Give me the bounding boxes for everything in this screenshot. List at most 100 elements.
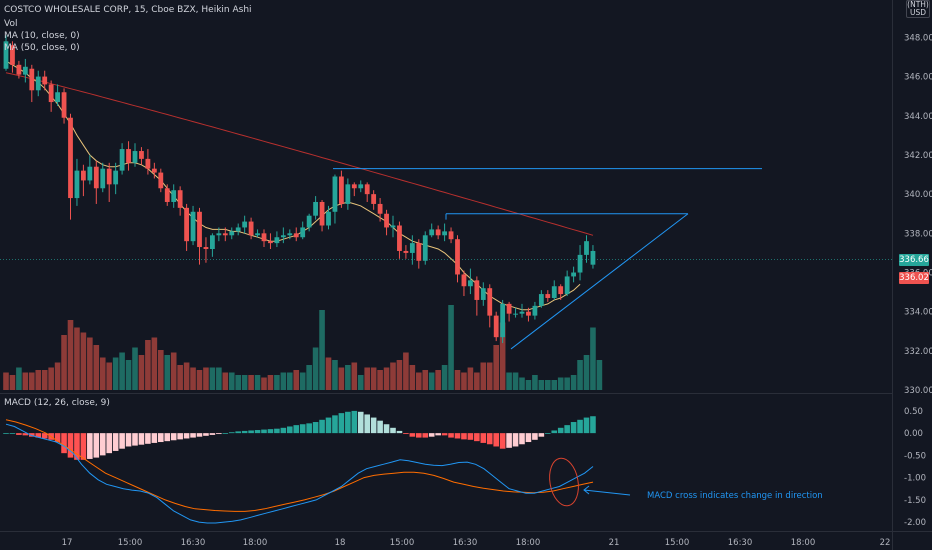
time-tick-label: 17 <box>62 538 73 548</box>
volume-bar <box>474 372 480 390</box>
volume-bar <box>235 375 241 390</box>
macd-histogram-bar <box>583 417 590 434</box>
ma50-legend[interactable]: MA (50, close, 0) <box>4 43 80 53</box>
candle-body <box>558 286 564 295</box>
volume-bar <box>596 360 603 390</box>
candle-body <box>345 184 351 204</box>
chart-title[interactable]: COSTCO WHOLESALE CORP, 15, Cboe BZX, Hei… <box>4 5 252 15</box>
macd-histogram-bar <box>409 433 416 437</box>
candle-body <box>577 254 583 273</box>
volume-bar <box>35 370 42 390</box>
macd-histogram-bar <box>577 419 583 434</box>
candle-body <box>590 250 596 265</box>
ma10-legend[interactable]: MA (10, close, 0) <box>4 31 80 41</box>
volume-bar <box>125 360 132 390</box>
volume-bar <box>480 362 487 390</box>
macd-histogram-bar <box>538 433 545 437</box>
volume-bar <box>54 362 61 390</box>
candle-body <box>158 172 164 189</box>
ma50-price-tag: 336.02 <box>899 272 929 285</box>
macd-histogram-bar <box>29 433 35 437</box>
candle-body <box>274 237 280 244</box>
macd-histogram-bar <box>74 433 80 460</box>
macd-histogram-bar <box>435 433 441 436</box>
time-tick-label: 16:30 <box>181 538 206 548</box>
time-tick-label: 16:30 <box>728 538 753 548</box>
macd-tick-label: -2.00 <box>904 518 926 528</box>
currency-selector[interactable]: (NTH) USD <box>906 0 930 18</box>
candle-body <box>222 233 228 236</box>
volume-bar <box>177 365 183 390</box>
volume-legend[interactable]: Vol <box>4 19 18 29</box>
candle-body <box>255 233 260 236</box>
volume-bar <box>3 372 9 390</box>
candle-body <box>280 235 286 238</box>
volume-bar <box>241 375 248 390</box>
candle-body <box>526 311 531 316</box>
volume-bar <box>9 375 16 390</box>
candle-body <box>461 274 467 287</box>
annotation-text[interactable]: MACD cross indicates change in direction <box>647 491 823 501</box>
volume-bar <box>422 370 429 390</box>
volume-bar <box>454 370 461 390</box>
volume-bar <box>519 377 525 390</box>
macd-histogram-bar <box>183 433 190 439</box>
macd-histogram-bar <box>41 433 48 439</box>
macd-histogram-bar <box>396 430 403 434</box>
volume-bar <box>106 362 112 390</box>
volume-bar <box>403 352 409 390</box>
volume-bar <box>345 365 351 390</box>
volume-bar <box>493 345 499 390</box>
volume-bar <box>409 365 416 390</box>
macd-histogram-bar <box>87 433 93 459</box>
ma50-line <box>5 72 594 236</box>
macd-histogram-bar <box>364 414 370 434</box>
macd-tick-label: 0.50 <box>904 407 923 417</box>
volume-bar <box>338 367 345 390</box>
support-trendline[interactable] <box>510 213 689 350</box>
candle-body <box>364 184 370 195</box>
annotation-arrow-shaft[interactable] <box>583 489 631 496</box>
volume-bar <box>332 360 338 390</box>
volume-bar <box>364 367 370 390</box>
volume-bar <box>196 370 203 390</box>
candle-body <box>139 151 144 159</box>
macd-histogram-bar <box>357 411 364 434</box>
macd-histogram-bar <box>132 433 138 446</box>
time-tick-label: 22 <box>880 538 891 548</box>
candle-body <box>184 207 189 242</box>
macd-histogram-bar <box>377 420 383 434</box>
macd-histogram-bar <box>564 425 570 434</box>
macd-histogram-bar <box>9 433 16 434</box>
volume-bar <box>267 375 274 390</box>
candle-body <box>468 280 473 287</box>
macd-histogram-bar <box>461 433 467 440</box>
candle-body <box>113 170 119 185</box>
macd-histogram-bar <box>416 433 422 438</box>
macd-histogram-bar <box>267 429 274 434</box>
macd-histogram-bar <box>312 422 319 434</box>
candle-body <box>229 231 235 236</box>
candle-body <box>61 92 67 118</box>
macd-signal-line <box>5 419 594 512</box>
macd-histogram-bar <box>512 433 519 447</box>
macd-histogram-bar <box>422 433 429 438</box>
macd-histogram-bar <box>551 430 558 434</box>
candle-body <box>319 201 325 226</box>
macd-cross-highlight[interactable] <box>546 456 582 508</box>
macd-histogram-bar <box>519 433 525 445</box>
candle-body <box>326 211 331 226</box>
macd-histogram-bar <box>287 426 293 434</box>
candle-body <box>397 225 402 251</box>
candle-body <box>435 229 441 236</box>
macd-histogram-bar <box>261 429 267 434</box>
volume-bar <box>570 375 577 390</box>
macd-legend[interactable]: MACD (12, 26, close, 9) <box>4 398 110 408</box>
macd-histogram-bar <box>428 433 435 437</box>
macd-histogram-bar <box>216 433 222 435</box>
candle-body <box>87 166 93 181</box>
macd-histogram-bar <box>209 433 216 435</box>
volume-bar <box>67 320 74 390</box>
